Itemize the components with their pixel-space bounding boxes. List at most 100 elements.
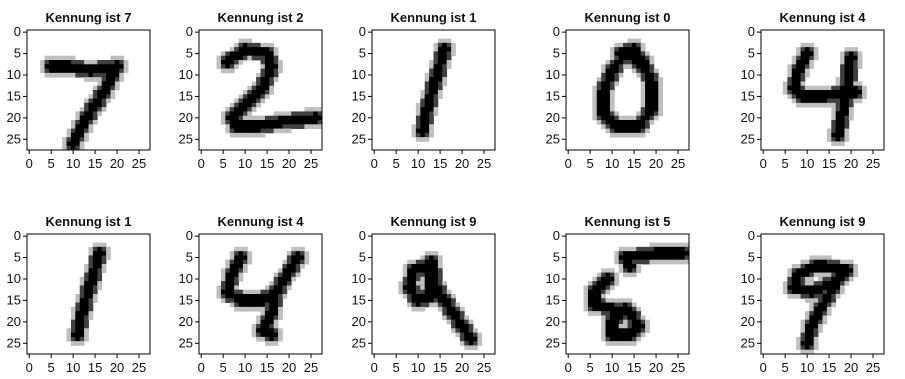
pixel-cell (800, 285, 806, 291)
pixel-cell (110, 81, 116, 87)
pixel-cell (645, 94, 650, 99)
pixel-cell (800, 259, 806, 265)
pixel-cell (282, 276, 288, 282)
pixel-cell (286, 124, 292, 129)
pixel-cell (234, 111, 239, 117)
pixel-cell (857, 55, 863, 61)
pixel-cell (840, 276, 845, 282)
pixel-cell (256, 81, 261, 87)
pixel-cell (415, 124, 421, 129)
pixel-cell (300, 255, 305, 261)
pixel-cell (256, 98, 261, 104)
pixel-cell (796, 294, 801, 299)
y-tick-label: 25 (546, 131, 560, 146)
pixel-cell (402, 289, 408, 295)
pixel-cell (662, 242, 668, 248)
pixel-cell (415, 294, 421, 299)
pixel-cell (429, 259, 434, 265)
pixel-cell (818, 281, 823, 286)
pixel-cell (618, 64, 624, 69)
panel-title: Kennung ist 2 (218, 10, 304, 25)
pixel-cell (291, 111, 297, 117)
pixel-cell (455, 302, 461, 308)
pixel-cell (291, 272, 297, 278)
pixel-cell (264, 285, 270, 291)
pixel-cell (601, 111, 606, 117)
pixel-cell (605, 302, 611, 308)
pixel-cell (609, 85, 615, 91)
pixel-cell (442, 42, 448, 48)
x-tick-label: 25 (132, 156, 146, 171)
pixel-cell (844, 102, 850, 108)
pixel-cell (40, 60, 45, 65)
y-tick-label: 25 (7, 335, 21, 350)
pixel-cell (787, 85, 793, 91)
pixel-cell (123, 64, 129, 69)
pixel-cell (809, 259, 815, 265)
pixel-cell (662, 251, 668, 256)
pixel-cell (796, 64, 801, 69)
pixel-cell (242, 107, 248, 112)
x-tick-label: 5 (220, 360, 227, 375)
pixel-cell (645, 85, 650, 91)
y-tick-label: 15 (7, 292, 21, 307)
pixel-cell (844, 115, 850, 121)
pixel-cell (831, 124, 837, 129)
pixel-cell (242, 47, 248, 52)
pixel-cell (451, 306, 456, 312)
pixel-cell (631, 120, 637, 125)
pixel-cell (658, 90, 664, 95)
pixel-cell (627, 306, 633, 312)
pixel-cell (609, 311, 615, 316)
pixel-cell (826, 137, 832, 142)
pixel-cell (84, 60, 89, 65)
pixel-cell (857, 81, 863, 87)
pixel-cell (101, 98, 107, 104)
pixel-cell (804, 285, 810, 291)
pixel-cell (300, 120, 305, 125)
pixel-cell (62, 72, 67, 78)
pixel-cell (433, 42, 439, 48)
pixel-cell (596, 285, 602, 291)
y-tick-label: 25 (741, 335, 755, 350)
pixel-cell (605, 306, 611, 312)
pixel-cell (70, 311, 76, 316)
pixel-cell (229, 68, 235, 74)
pixel-cell (596, 102, 602, 108)
pixel-cell (614, 315, 620, 321)
pixel-cell (804, 315, 810, 321)
y-tick-label: 10 (179, 67, 193, 82)
pixel-cell (429, 102, 434, 108)
pixel-cell (420, 306, 426, 312)
pixel-cell (813, 332, 819, 338)
pixel-cell (429, 294, 434, 299)
pixel-cell (92, 111, 98, 117)
pixel-cell (791, 98, 797, 104)
pixel-cell (304, 255, 310, 261)
pixel-cell (601, 107, 606, 112)
pixel-cell (848, 115, 854, 121)
pixel-cell (286, 255, 292, 261)
pixel-cell (238, 120, 244, 125)
pixel-cell (601, 336, 606, 342)
pixel-cell (645, 246, 650, 252)
pixel-cell (451, 298, 456, 303)
pixel-cell (57, 64, 63, 69)
pixel-cell (826, 298, 832, 303)
x-tick-label: 20 (282, 360, 296, 375)
pixel-cell (234, 259, 239, 265)
pixel-cell (831, 85, 837, 91)
pixel-cell (407, 264, 412, 269)
pixel-cell (787, 90, 793, 95)
pixel-cell (110, 55, 116, 61)
pixel-cell (75, 294, 81, 299)
pixel-cell (791, 272, 797, 278)
pixel-cell (840, 64, 845, 69)
pixel-cell (804, 319, 810, 325)
pixel-cell (800, 42, 806, 48)
y-tick-label: 5 (748, 46, 755, 61)
pixel-cell (442, 55, 448, 61)
pixel-cell (286, 281, 292, 286)
pixel-cell (631, 124, 637, 129)
